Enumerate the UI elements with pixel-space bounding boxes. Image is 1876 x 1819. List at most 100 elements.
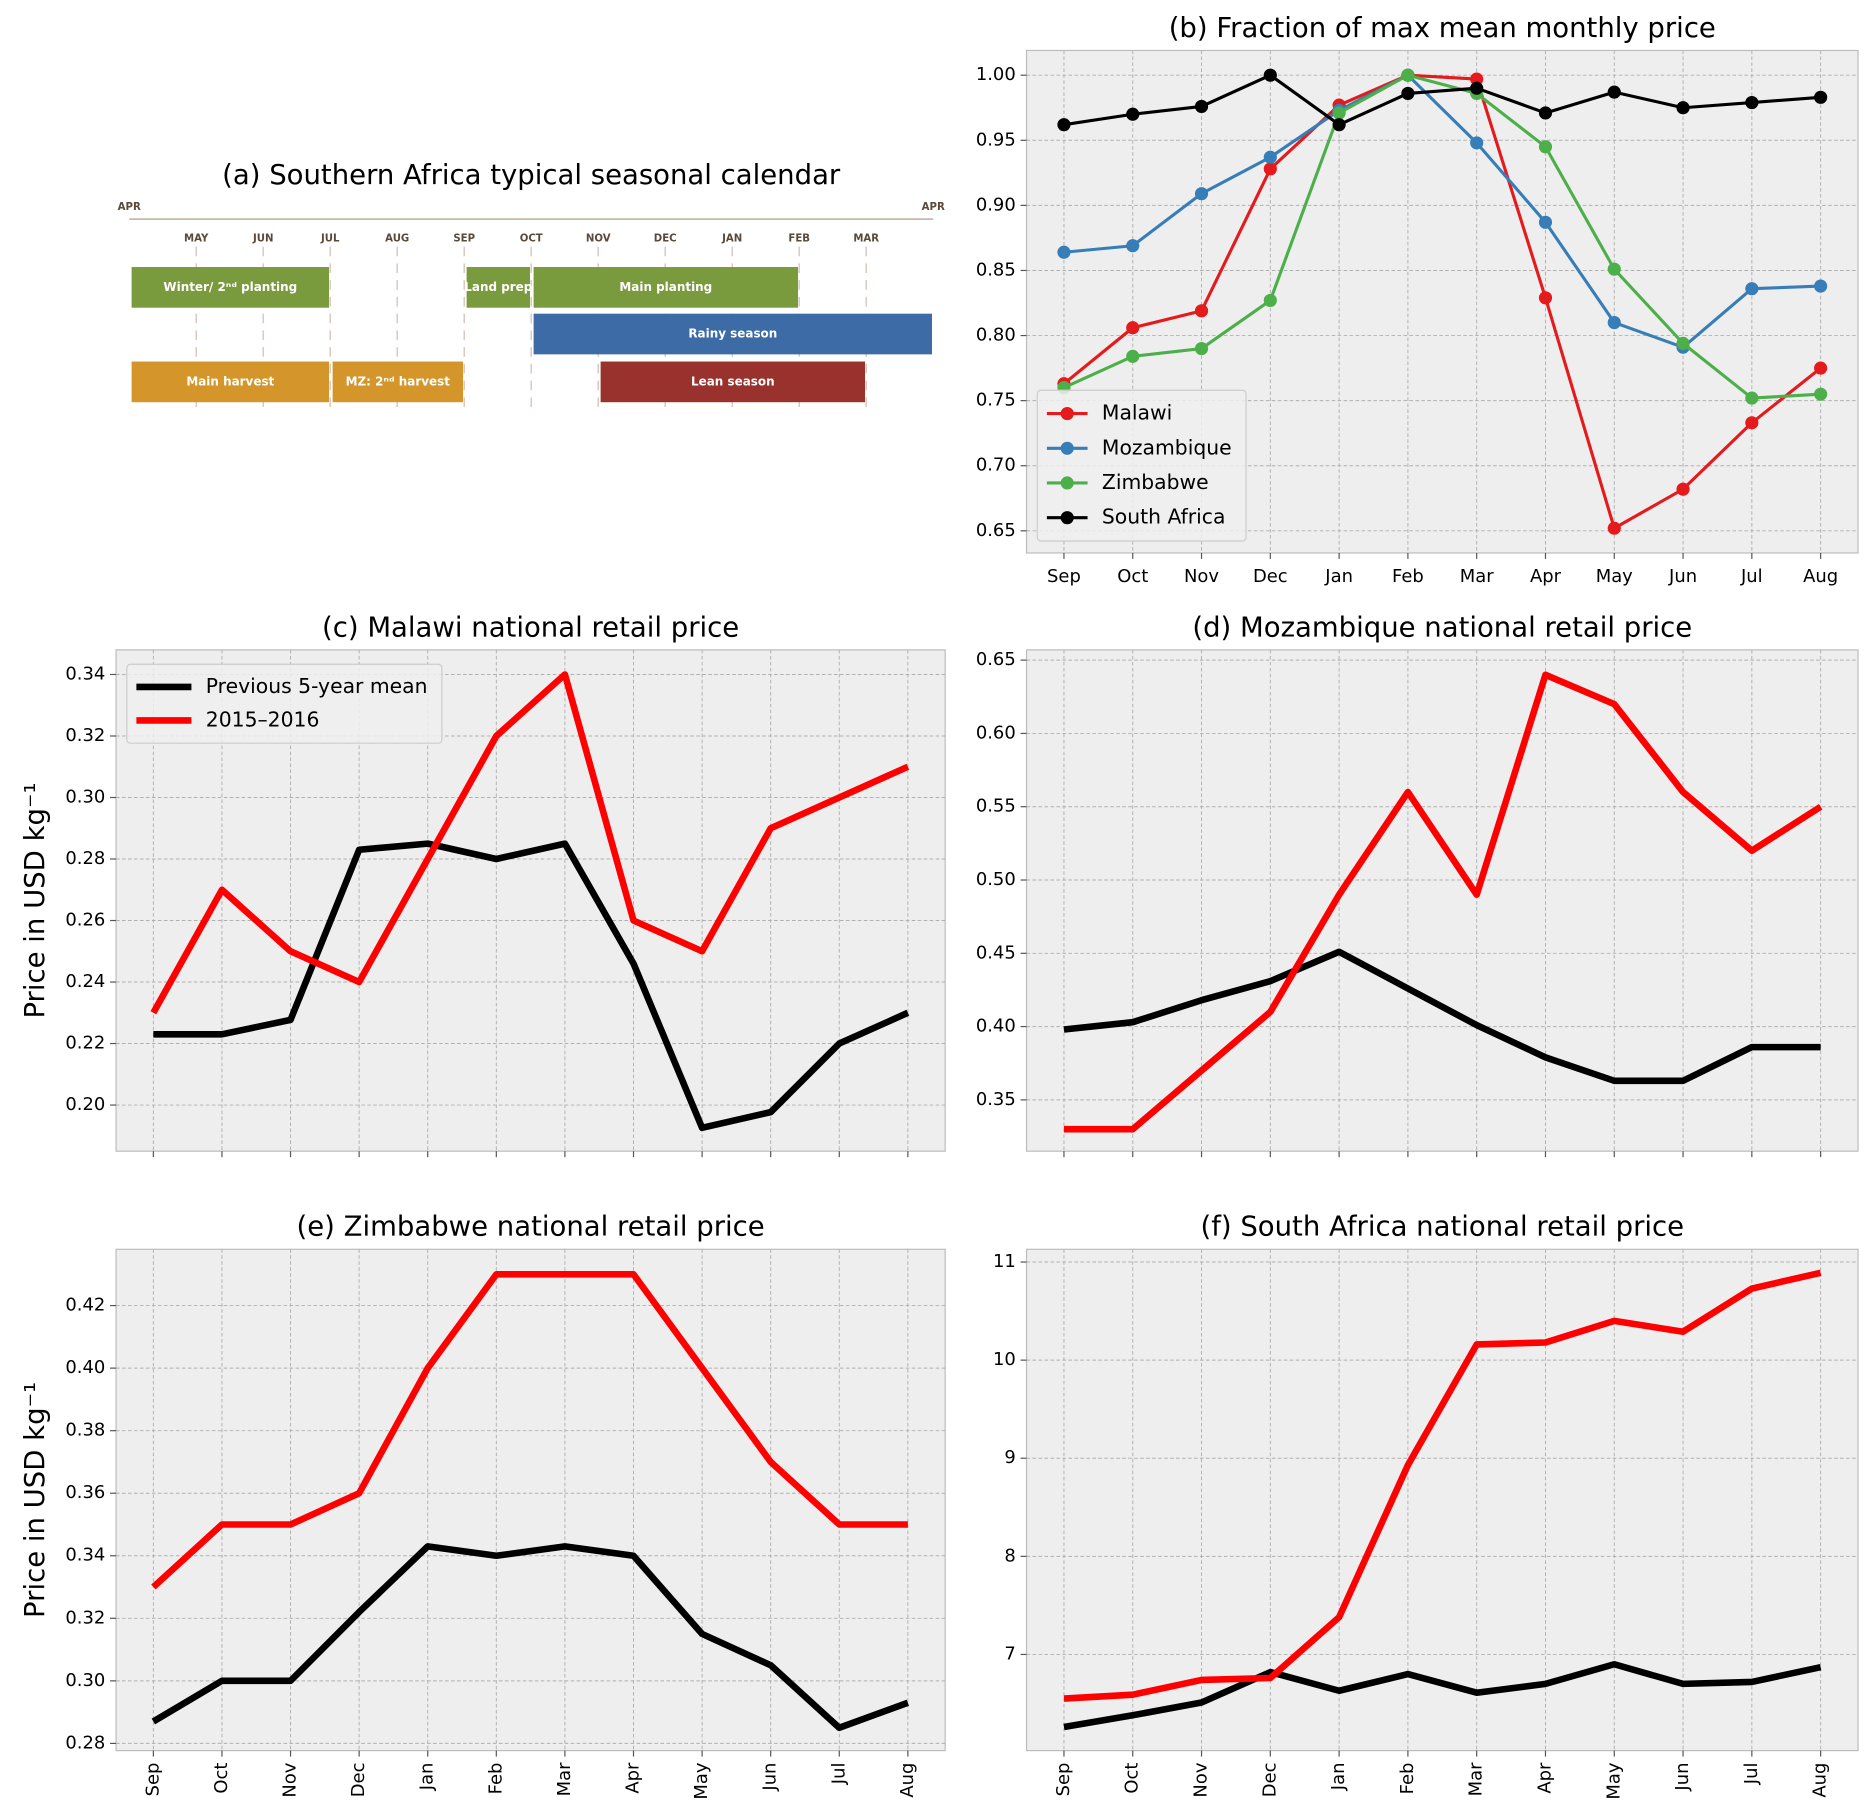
x-tick-label: Oct <box>1117 566 1148 587</box>
point <box>1814 90 1828 104</box>
point <box>1057 245 1071 259</box>
series-line <box>153 840 910 1132</box>
x-tick-label: Feb <box>1392 566 1424 587</box>
legend-label: Zimbabwe <box>1102 470 1209 494</box>
y-tick-label: 8 <box>1004 1545 1015 1566</box>
x-tick-label: Jul <box>1740 566 1763 587</box>
y-tick-label: 0.85 <box>976 259 1016 280</box>
x-tick-label: Apr <box>1534 1762 1555 1794</box>
point <box>1263 162 1277 176</box>
season-label: Rainy season <box>688 327 777 341</box>
point <box>1332 106 1346 120</box>
x-tick-label: Jun <box>760 1763 781 1792</box>
x-tick-label: Oct <box>211 1763 232 1794</box>
x-tick-label: Nov <box>280 1762 301 1797</box>
y-tick-label: 0.35 <box>976 1089 1016 1110</box>
point <box>1126 239 1140 253</box>
season-bar <box>533 313 933 355</box>
y-tick-label: 0.38 <box>65 1420 105 1441</box>
series-line <box>1063 948 1821 1085</box>
point <box>1607 315 1621 330</box>
month-label: OCT <box>520 233 543 244</box>
point <box>1194 99 1209 114</box>
point <box>1607 521 1621 535</box>
x-tick-label: Aug <box>1810 1763 1831 1798</box>
x-tick-label: Aug <box>897 1763 918 1798</box>
point <box>1814 387 1828 401</box>
point <box>1607 85 1621 99</box>
point <box>1263 68 1277 82</box>
series-line <box>1063 73 1821 127</box>
y-tick-label: 0.95 <box>976 129 1016 150</box>
legend: Previous 5-year mean 2015–2016 <box>126 663 443 744</box>
point <box>1538 215 1553 229</box>
y-tick-label: 0.34 <box>65 663 105 684</box>
series-line <box>151 1271 908 1590</box>
y-tick-label: 7 <box>1004 1643 1015 1664</box>
point <box>1538 140 1553 154</box>
y-tick-label: 0.22 <box>65 1033 105 1054</box>
plot-area <box>1025 649 1859 1152</box>
season-bar <box>466 267 531 308</box>
point <box>1745 282 1759 296</box>
x-tick-label: Apr <box>623 1762 644 1794</box>
point <box>1401 86 1415 101</box>
legend-marker <box>1060 511 1074 525</box>
season-bar <box>131 361 330 403</box>
y-axis-label: Price in USD kg⁻¹ <box>19 1382 51 1618</box>
y-tick-label: 0.42 <box>65 1295 105 1316</box>
x-tick-label: Feb <box>1397 1763 1418 1795</box>
y-tick-label: 0.28 <box>65 848 105 869</box>
month-label: JAN <box>721 233 742 244</box>
y-tick-label: 0.30 <box>65 1670 105 1691</box>
y-tick-label: 0.90 <box>976 194 1016 215</box>
month-label: DEC <box>654 233 677 244</box>
point <box>1263 150 1277 164</box>
x-tick-label: Sep <box>142 1763 163 1797</box>
x-tick-label: Jan <box>1324 566 1353 587</box>
x-tick-label: Dec <box>348 1763 369 1798</box>
y-tick-label: 0.32 <box>65 725 105 746</box>
month-label: FEB <box>788 233 810 244</box>
point <box>1676 101 1690 115</box>
season-bar <box>600 361 866 403</box>
season-bar <box>332 361 464 403</box>
point <box>1676 336 1690 350</box>
x-tick-label: Apr <box>1530 566 1562 587</box>
month-label: APR <box>118 202 141 213</box>
month-label: APR <box>922 202 945 213</box>
legend-frame <box>126 663 443 744</box>
month-label: AUG <box>385 233 409 244</box>
point <box>1745 95 1759 110</box>
y-tick-label: 0.26 <box>65 910 105 931</box>
season-bar <box>533 267 799 308</box>
month-label: MAR <box>853 233 879 244</box>
point <box>1057 118 1071 132</box>
point <box>1194 341 1209 356</box>
legend-marker <box>1060 441 1074 455</box>
x-tick-label: Dec <box>1253 566 1288 587</box>
season-label: Lean season <box>691 374 775 388</box>
season-label: Main harvest <box>186 374 274 388</box>
legend-label: Mozambique <box>1102 435 1232 459</box>
chart-title: (f) South Africa national retail price <box>1200 1211 1684 1243</box>
season-bar <box>131 267 330 308</box>
point <box>1401 68 1415 82</box>
x-tick-label: Nov <box>1191 1762 1212 1797</box>
series-line <box>151 1543 909 1732</box>
series-line <box>1063 73 1821 349</box>
series-line <box>150 671 910 1015</box>
point <box>1126 107 1140 121</box>
y-tick-label: 0.34 <box>65 1545 105 1566</box>
point <box>1676 482 1690 496</box>
season-label: Land prep <box>464 280 532 294</box>
x-tick-label: Jan <box>417 1763 438 1792</box>
legend: Malawi Mozambique Zimbabwe South Africa <box>1036 389 1247 542</box>
y-tick-label: 0.30 <box>65 786 105 807</box>
x-tick-label: Jul <box>828 1763 849 1786</box>
y-tick-label: 0.45 <box>976 942 1016 963</box>
month-label: NOV <box>586 233 611 244</box>
x-tick-label: Mar <box>1466 1762 1487 1796</box>
point <box>1470 136 1484 150</box>
